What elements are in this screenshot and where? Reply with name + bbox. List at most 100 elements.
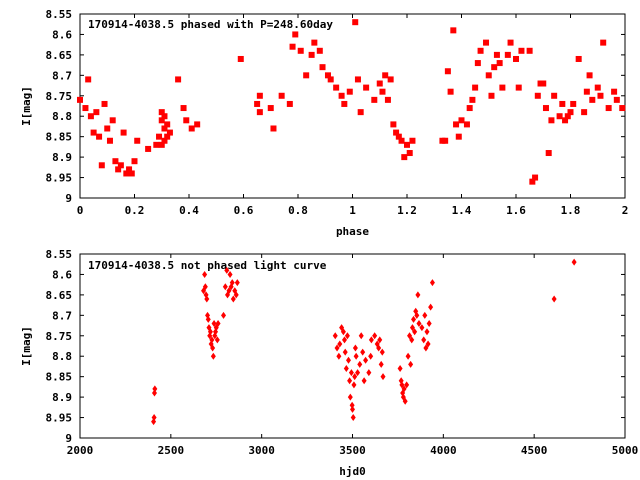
data-point [342,336,348,344]
data-point [340,328,346,336]
data-point [366,369,372,377]
data-point [270,125,277,132]
data-point [371,96,378,103]
data-point [477,47,484,54]
data-point [499,84,506,91]
data-point [207,328,213,336]
data-point [87,113,94,120]
data-point [395,133,402,140]
data-point [442,137,449,144]
data-point [85,76,92,83]
data-point [226,287,232,295]
data-point [215,320,221,328]
data-point [412,328,418,336]
x-tick-label: 2000 [67,444,94,457]
data-point [581,109,588,116]
data-point [532,174,539,181]
data-point [352,19,359,26]
data-point [390,121,397,128]
data-point [368,352,374,360]
x-tick-label: 1.8 [561,204,581,217]
data-point [348,369,354,377]
data-point [397,364,403,372]
data-point [229,279,235,287]
data-point [292,31,299,38]
data-point [343,364,349,372]
data-point [411,315,417,323]
y-tick-label: 8.55 [46,8,73,21]
y-axis-label: I[mag] [20,326,33,366]
data-point [556,113,563,120]
data-point [98,162,105,169]
data-point [416,320,422,328]
data-point [109,117,116,124]
x-tick-label: 1 [349,204,356,217]
x-tick-label: 0.6 [234,204,254,217]
data-point [104,125,111,132]
data-point [234,279,240,287]
data-point [409,336,415,344]
data-point [619,105,626,112]
data-point [202,270,208,278]
data-point [349,401,355,409]
data-point [352,344,358,352]
data-point [237,55,244,62]
data-point [115,166,122,173]
data-point [158,117,165,124]
y-tick-label: 8.8 [52,110,72,123]
data-point [161,137,168,144]
data-point [350,414,356,422]
data-point [355,369,361,377]
data-point [496,60,503,67]
data-point [518,47,525,54]
data-point [194,121,201,128]
data-point [583,88,590,95]
data-point [469,96,476,103]
data-point [402,397,408,405]
data-point [368,336,374,344]
data-point [230,295,236,303]
data-point [428,303,434,311]
data-point [324,72,331,79]
data-point [286,100,293,107]
plot-title: 170914-4038.5 phased with P=248.60day [88,18,333,31]
data-point [93,109,100,116]
y-tick-label: 8.85 [46,131,73,144]
y-tick-label: 8.7 [52,69,72,82]
data-point [542,105,549,112]
data-point [254,100,261,107]
data-point [605,105,612,112]
data-point [77,96,83,103]
data-point [426,320,432,328]
x-tick-label: 0.8 [288,204,308,217]
data-point [357,360,363,368]
data-point [406,150,413,157]
data-point [455,133,462,140]
data-point [540,80,547,87]
data-point [423,344,429,352]
data-point [488,92,495,99]
x-tick-label: 4500 [521,444,548,457]
data-point [597,92,604,99]
data-point [353,352,359,360]
data-point [425,340,431,348]
data-point [372,332,378,340]
y-tick-label: 9 [65,432,72,445]
data-point [399,381,405,389]
y-tick-label: 8.85 [46,371,73,384]
data-point [600,39,607,46]
data-point [589,96,596,103]
data-point [90,129,97,136]
plot-title: 170914-4038.5 not phased light curve [88,259,327,272]
data-point [453,121,460,128]
data-point [128,170,135,177]
data-point [422,311,428,319]
data-point [256,109,263,116]
data-point [82,105,89,112]
data-point [112,158,119,165]
data-point [384,96,391,103]
data-point [354,76,361,83]
data-point [351,381,357,389]
x-tick-label: 3000 [248,444,275,457]
data-point [393,129,400,136]
